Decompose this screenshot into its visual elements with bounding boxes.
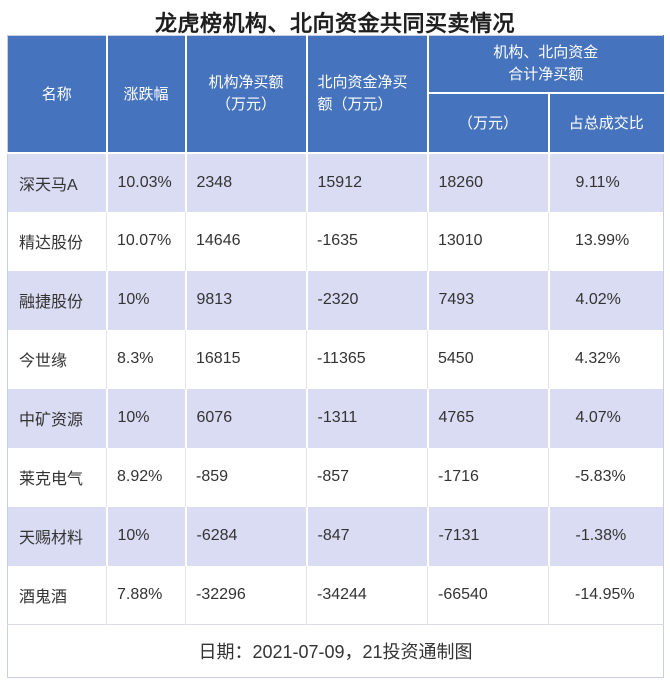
change-pct: 10%	[106, 270, 187, 330]
north-net-buy: -1635	[306, 211, 428, 271]
pct-of-turnover: 4.02%	[548, 270, 664, 330]
change-pct: 8.3%	[106, 329, 186, 389]
stock-name: 酒鬼酒	[7, 565, 107, 625]
pct-of-turnover: -1.38%	[548, 506, 664, 566]
header-line: 机构、北向资金	[493, 44, 599, 61]
inst-net-buy: -32296	[185, 565, 307, 625]
col-header-change: 涨跌幅	[106, 35, 187, 154]
stock-name: 莱克电气	[7, 447, 107, 507]
table-row: 融捷股份 10% 9813 -2320 7493 4.02%	[7, 270, 664, 330]
table-header: 名称 涨跌幅 机构净买额 （万元） 北向资金净买 额（万元） 机构、北向资金 合…	[7, 35, 665, 154]
north-net-buy: -1311	[306, 388, 429, 448]
header-line: 合计净买额	[508, 65, 584, 83]
change-pct: 10.03%	[106, 152, 187, 212]
col-header-combined-amount: （万元）	[427, 92, 550, 154]
inst-net-buy: 14646	[185, 211, 307, 271]
table-row: 莱克电气 8.92% -859 -857 -1716 -5.83%	[7, 447, 664, 507]
north-net-buy: -857	[306, 447, 428, 507]
inst-net-buy: 16815	[185, 329, 307, 389]
combined-net-buy: -1716	[427, 447, 549, 507]
inst-net-buy: -6284	[185, 506, 308, 566]
footer-row: 日期：2021-07-09，21投资通制图	[7, 624, 664, 678]
stock-name: 精达股份	[7, 211, 107, 271]
col-header-combined-group: 机构、北向资金 合计净买额	[427, 35, 665, 94]
col-header-inst-net-buy: 机构净买额 （万元）	[185, 35, 308, 154]
table-footer: 日期：2021-07-09，21投资通制图	[7, 624, 664, 678]
stock-name: 中矿资源	[7, 388, 108, 448]
pct-of-turnover: -5.83%	[548, 447, 664, 507]
header-line: 额（万元）	[317, 95, 393, 113]
change-pct: 10%	[106, 506, 187, 566]
inst-net-buy: -859	[185, 447, 307, 507]
change-pct: 7.88%	[106, 565, 186, 625]
pct-of-turnover: -14.95%	[548, 565, 664, 625]
table-row: 今世缘 8.3% 16815 -11365 5450 4.32%	[7, 329, 664, 389]
table-row: 精达股份 10.07% 14646 -1635 13010 13.99%	[7, 211, 664, 271]
header-line: 北向资金净买	[317, 74, 408, 91]
header-line: 机构净买额	[208, 74, 284, 91]
table-body: 深天马A 10.03% 2348 15912 18260 9.11% 精达股份 …	[7, 152, 664, 625]
change-pct: 10%	[106, 388, 187, 448]
north-net-buy: -2320	[306, 270, 429, 330]
footer-note: 日期：2021-07-09，21投资通制图	[7, 624, 664, 678]
table-row: 深天马A 10.03% 2348 15912 18260 9.11%	[7, 152, 664, 212]
data-table: 名称 涨跌幅 机构净买额 （万元） 北向资金净买 额（万元） 机构、北向资金 合…	[7, 35, 665, 678]
pct-of-turnover: 4.07%	[548, 388, 664, 448]
combined-net-buy: -66540	[427, 565, 549, 625]
col-header-name: 名称	[7, 35, 108, 154]
combined-net-buy: 7493	[427, 270, 550, 330]
combined-net-buy: -7131	[427, 506, 550, 566]
combined-net-buy: 13010	[427, 211, 549, 271]
north-net-buy: 15912	[306, 152, 429, 212]
change-pct: 8.92%	[106, 447, 186, 507]
stock-name: 天赐材料	[7, 506, 108, 566]
table-row: 天赐材料 10% -6284 -847 -7131 -1.38%	[7, 506, 664, 566]
pct-of-turnover: 9.11%	[548, 152, 664, 212]
inst-net-buy: 2348	[185, 152, 308, 212]
north-net-buy: -11365	[306, 329, 428, 389]
combined-net-buy: 18260	[427, 152, 550, 212]
north-net-buy: -847	[306, 506, 429, 566]
header-line: （万元）	[215, 95, 276, 113]
col-header-north-net-buy: 北向资金净买 额（万元）	[306, 35, 429, 154]
pct-of-turnover: 4.32%	[548, 329, 664, 389]
header-row-top: 名称 涨跌幅 机构净买额 （万元） 北向资金净买 额（万元） 机构、北向资金 合…	[7, 35, 665, 154]
table-row: 酒鬼酒 7.88% -32296 -34244 -66540 -14.95%	[7, 565, 664, 625]
header-row-sub: （万元） 占总成交比	[8, 92, 665, 154]
north-net-buy: -34244	[306, 565, 428, 625]
combined-net-buy: 4765	[427, 388, 550, 448]
table-row: 中矿资源 10% 6076 -1311 4765 4.07%	[7, 388, 664, 448]
stock-name: 融捷股份	[7, 270, 108, 330]
inst-net-buy: 9813	[185, 270, 308, 330]
col-header-combined-ratio: 占总成交比	[548, 92, 665, 154]
change-pct: 10.07%	[106, 211, 186, 271]
pct-of-turnover: 13.99%	[548, 211, 664, 271]
stock-name: 深天马A	[7, 152, 108, 212]
combined-net-buy: 5450	[427, 329, 549, 389]
inst-net-buy: 6076	[185, 388, 308, 448]
page-title: 龙虎榜机构、北向资金共同买卖情况	[154, 11, 515, 36]
stock-name: 今世缘	[7, 329, 107, 389]
